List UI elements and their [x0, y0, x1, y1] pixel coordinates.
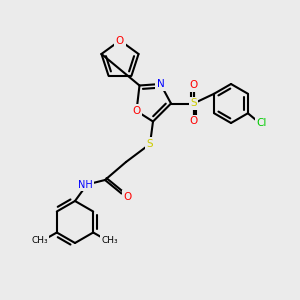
Text: S: S [190, 98, 197, 109]
Text: Cl: Cl [256, 118, 267, 128]
Text: N: N [157, 79, 164, 89]
Text: S: S [147, 139, 153, 149]
Text: CH₃: CH₃ [101, 236, 118, 245]
Text: O: O [189, 80, 198, 91]
Text: NH: NH [78, 179, 93, 190]
Text: O: O [123, 191, 132, 202]
Text: O: O [189, 116, 198, 127]
Text: CH₃: CH₃ [31, 236, 48, 245]
Text: O: O [132, 106, 141, 116]
Text: O: O [116, 35, 124, 46]
